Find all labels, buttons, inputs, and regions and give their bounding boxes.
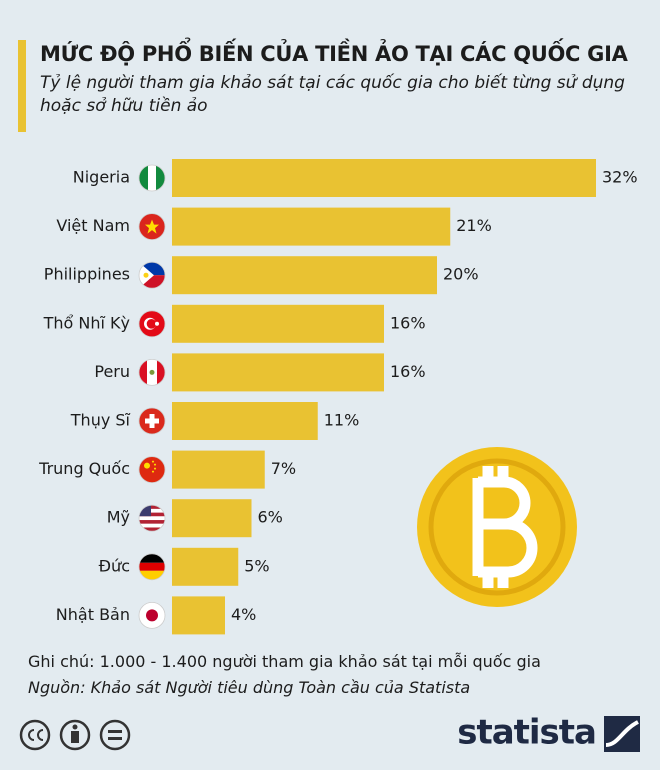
chart-subtitle: Tỷ lệ người tham gia khảo sát tại các qu… bbox=[40, 73, 625, 116]
category-label: Thổ Nhĩ Kỳ bbox=[43, 313, 130, 332]
value-label: 20% bbox=[443, 265, 479, 284]
value-label: 6% bbox=[258, 508, 283, 527]
flag bbox=[155, 321, 159, 326]
bar bbox=[172, 207, 451, 246]
flag-border bbox=[138, 213, 166, 241]
flag bbox=[139, 505, 151, 517]
flag bbox=[144, 462, 150, 469]
flag bbox=[139, 527, 165, 532]
bar bbox=[172, 450, 265, 489]
flag bbox=[139, 408, 165, 434]
flag bbox=[139, 310, 165, 337]
value-label: 16% bbox=[390, 313, 426, 332]
flag bbox=[139, 553, 165, 580]
category-label: Trung Quốc bbox=[38, 459, 130, 478]
accent-bar bbox=[18, 40, 26, 132]
flag bbox=[145, 418, 159, 424]
category-label: Philippines bbox=[44, 265, 130, 284]
flag bbox=[139, 165, 165, 191]
category-label: Việt Nam bbox=[56, 216, 130, 235]
flag bbox=[152, 460, 154, 463]
category-label: Nigeria bbox=[73, 168, 130, 187]
flag bbox=[139, 505, 165, 509]
flag-border bbox=[138, 310, 166, 338]
flag bbox=[139, 505, 165, 532]
flag bbox=[139, 359, 165, 386]
flag bbox=[139, 456, 165, 483]
flag-border bbox=[138, 504, 166, 532]
flag bbox=[139, 262, 165, 289]
flag-border bbox=[138, 358, 166, 386]
bar bbox=[172, 499, 252, 538]
value-label: 16% bbox=[390, 362, 426, 381]
flag bbox=[139, 516, 165, 521]
category-label: Nhật Bản bbox=[56, 605, 130, 624]
note: Ghi chú: 1.000 - 1.400 người tham gia kh… bbox=[28, 652, 541, 671]
flag bbox=[156, 165, 165, 191]
chart-title: MỨC ĐỘ PHỔ BIẾN CỦA TIỀN ẢO TẠI CÁC QUỐC… bbox=[40, 42, 628, 66]
flag-border bbox=[138, 456, 166, 484]
flag bbox=[145, 219, 159, 234]
bitcoin-coin bbox=[417, 447, 577, 607]
brand-logo: statista bbox=[457, 713, 596, 753]
flag bbox=[152, 470, 154, 473]
value-label: 11% bbox=[324, 411, 360, 430]
flag bbox=[139, 570, 165, 580]
flag-border bbox=[138, 602, 166, 629]
flag bbox=[139, 359, 147, 386]
flag bbox=[157, 359, 165, 386]
flag bbox=[139, 456, 165, 483]
flag bbox=[143, 272, 149, 278]
flag-border bbox=[138, 164, 166, 192]
flag bbox=[139, 562, 165, 571]
flag bbox=[139, 213, 165, 240]
flag bbox=[154, 467, 156, 470]
flag-border bbox=[138, 261, 166, 289]
value-label: 32% bbox=[602, 168, 638, 187]
category-label: Peru bbox=[94, 362, 130, 381]
bar bbox=[172, 304, 384, 343]
flag bbox=[139, 165, 148, 191]
license-icons bbox=[19, 719, 131, 751]
flag bbox=[154, 463, 156, 466]
flag bbox=[139, 512, 165, 517]
value-label: 7% bbox=[271, 459, 296, 478]
category-label: Đức bbox=[99, 556, 130, 575]
brand-icon bbox=[604, 716, 640, 752]
flag bbox=[139, 508, 165, 513]
flag bbox=[139, 602, 165, 629]
value-label: 4% bbox=[231, 605, 256, 624]
bar bbox=[172, 596, 225, 635]
flag bbox=[139, 520, 165, 524]
value-label: 5% bbox=[244, 556, 269, 575]
flag-border bbox=[138, 407, 166, 435]
category-label: Mỹ bbox=[107, 508, 130, 527]
bar bbox=[172, 547, 239, 586]
category-label: Thụy Sĩ bbox=[70, 411, 131, 430]
value-label: 21% bbox=[456, 216, 492, 235]
bar bbox=[172, 353, 384, 392]
flag bbox=[146, 319, 157, 329]
bar bbox=[172, 256, 437, 295]
bar bbox=[172, 159, 596, 197]
flag bbox=[146, 609, 158, 622]
source: Nguồn: Khảo sát Người tiêu dùng Toàn cầu… bbox=[28, 678, 471, 697]
flag bbox=[149, 369, 155, 375]
bar bbox=[172, 402, 318, 440]
flag bbox=[139, 553, 165, 563]
flag bbox=[139, 523, 165, 528]
flag-border bbox=[138, 553, 166, 581]
